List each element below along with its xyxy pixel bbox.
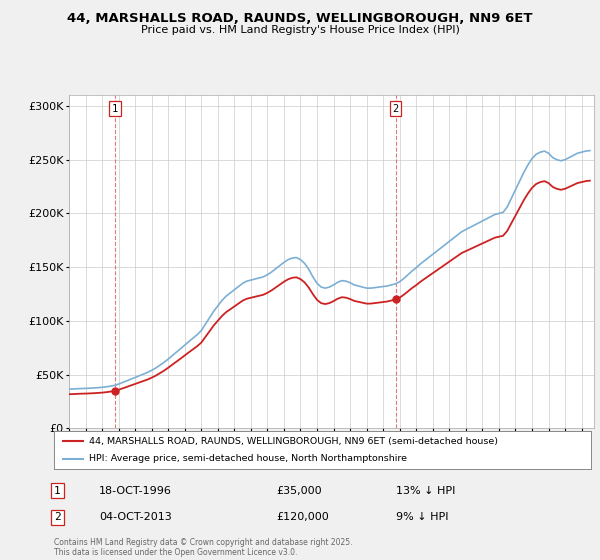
Text: £35,000: £35,000 xyxy=(276,486,322,496)
Text: 44, MARSHALLS ROAD, RAUNDS, WELLINGBOROUGH, NN9 6ET (semi-detached house): 44, MARSHALLS ROAD, RAUNDS, WELLINGBOROU… xyxy=(89,437,498,446)
Text: 1: 1 xyxy=(54,486,61,496)
Text: 2: 2 xyxy=(54,512,61,522)
Text: 1: 1 xyxy=(112,104,118,114)
Text: 13% ↓ HPI: 13% ↓ HPI xyxy=(396,486,455,496)
Text: £120,000: £120,000 xyxy=(276,512,329,522)
Text: 9% ↓ HPI: 9% ↓ HPI xyxy=(396,512,448,522)
Text: Price paid vs. HM Land Registry's House Price Index (HPI): Price paid vs. HM Land Registry's House … xyxy=(140,25,460,35)
Text: 44, MARSHALLS ROAD, RAUNDS, WELLINGBOROUGH, NN9 6ET: 44, MARSHALLS ROAD, RAUNDS, WELLINGBOROU… xyxy=(67,12,533,25)
Text: HPI: Average price, semi-detached house, North Northamptonshire: HPI: Average price, semi-detached house,… xyxy=(89,455,407,464)
Text: 2: 2 xyxy=(392,104,399,114)
Text: 18-OCT-1996: 18-OCT-1996 xyxy=(99,486,172,496)
Text: 04-OCT-2013: 04-OCT-2013 xyxy=(99,512,172,522)
Text: Contains HM Land Registry data © Crown copyright and database right 2025.
This d: Contains HM Land Registry data © Crown c… xyxy=(54,538,353,557)
